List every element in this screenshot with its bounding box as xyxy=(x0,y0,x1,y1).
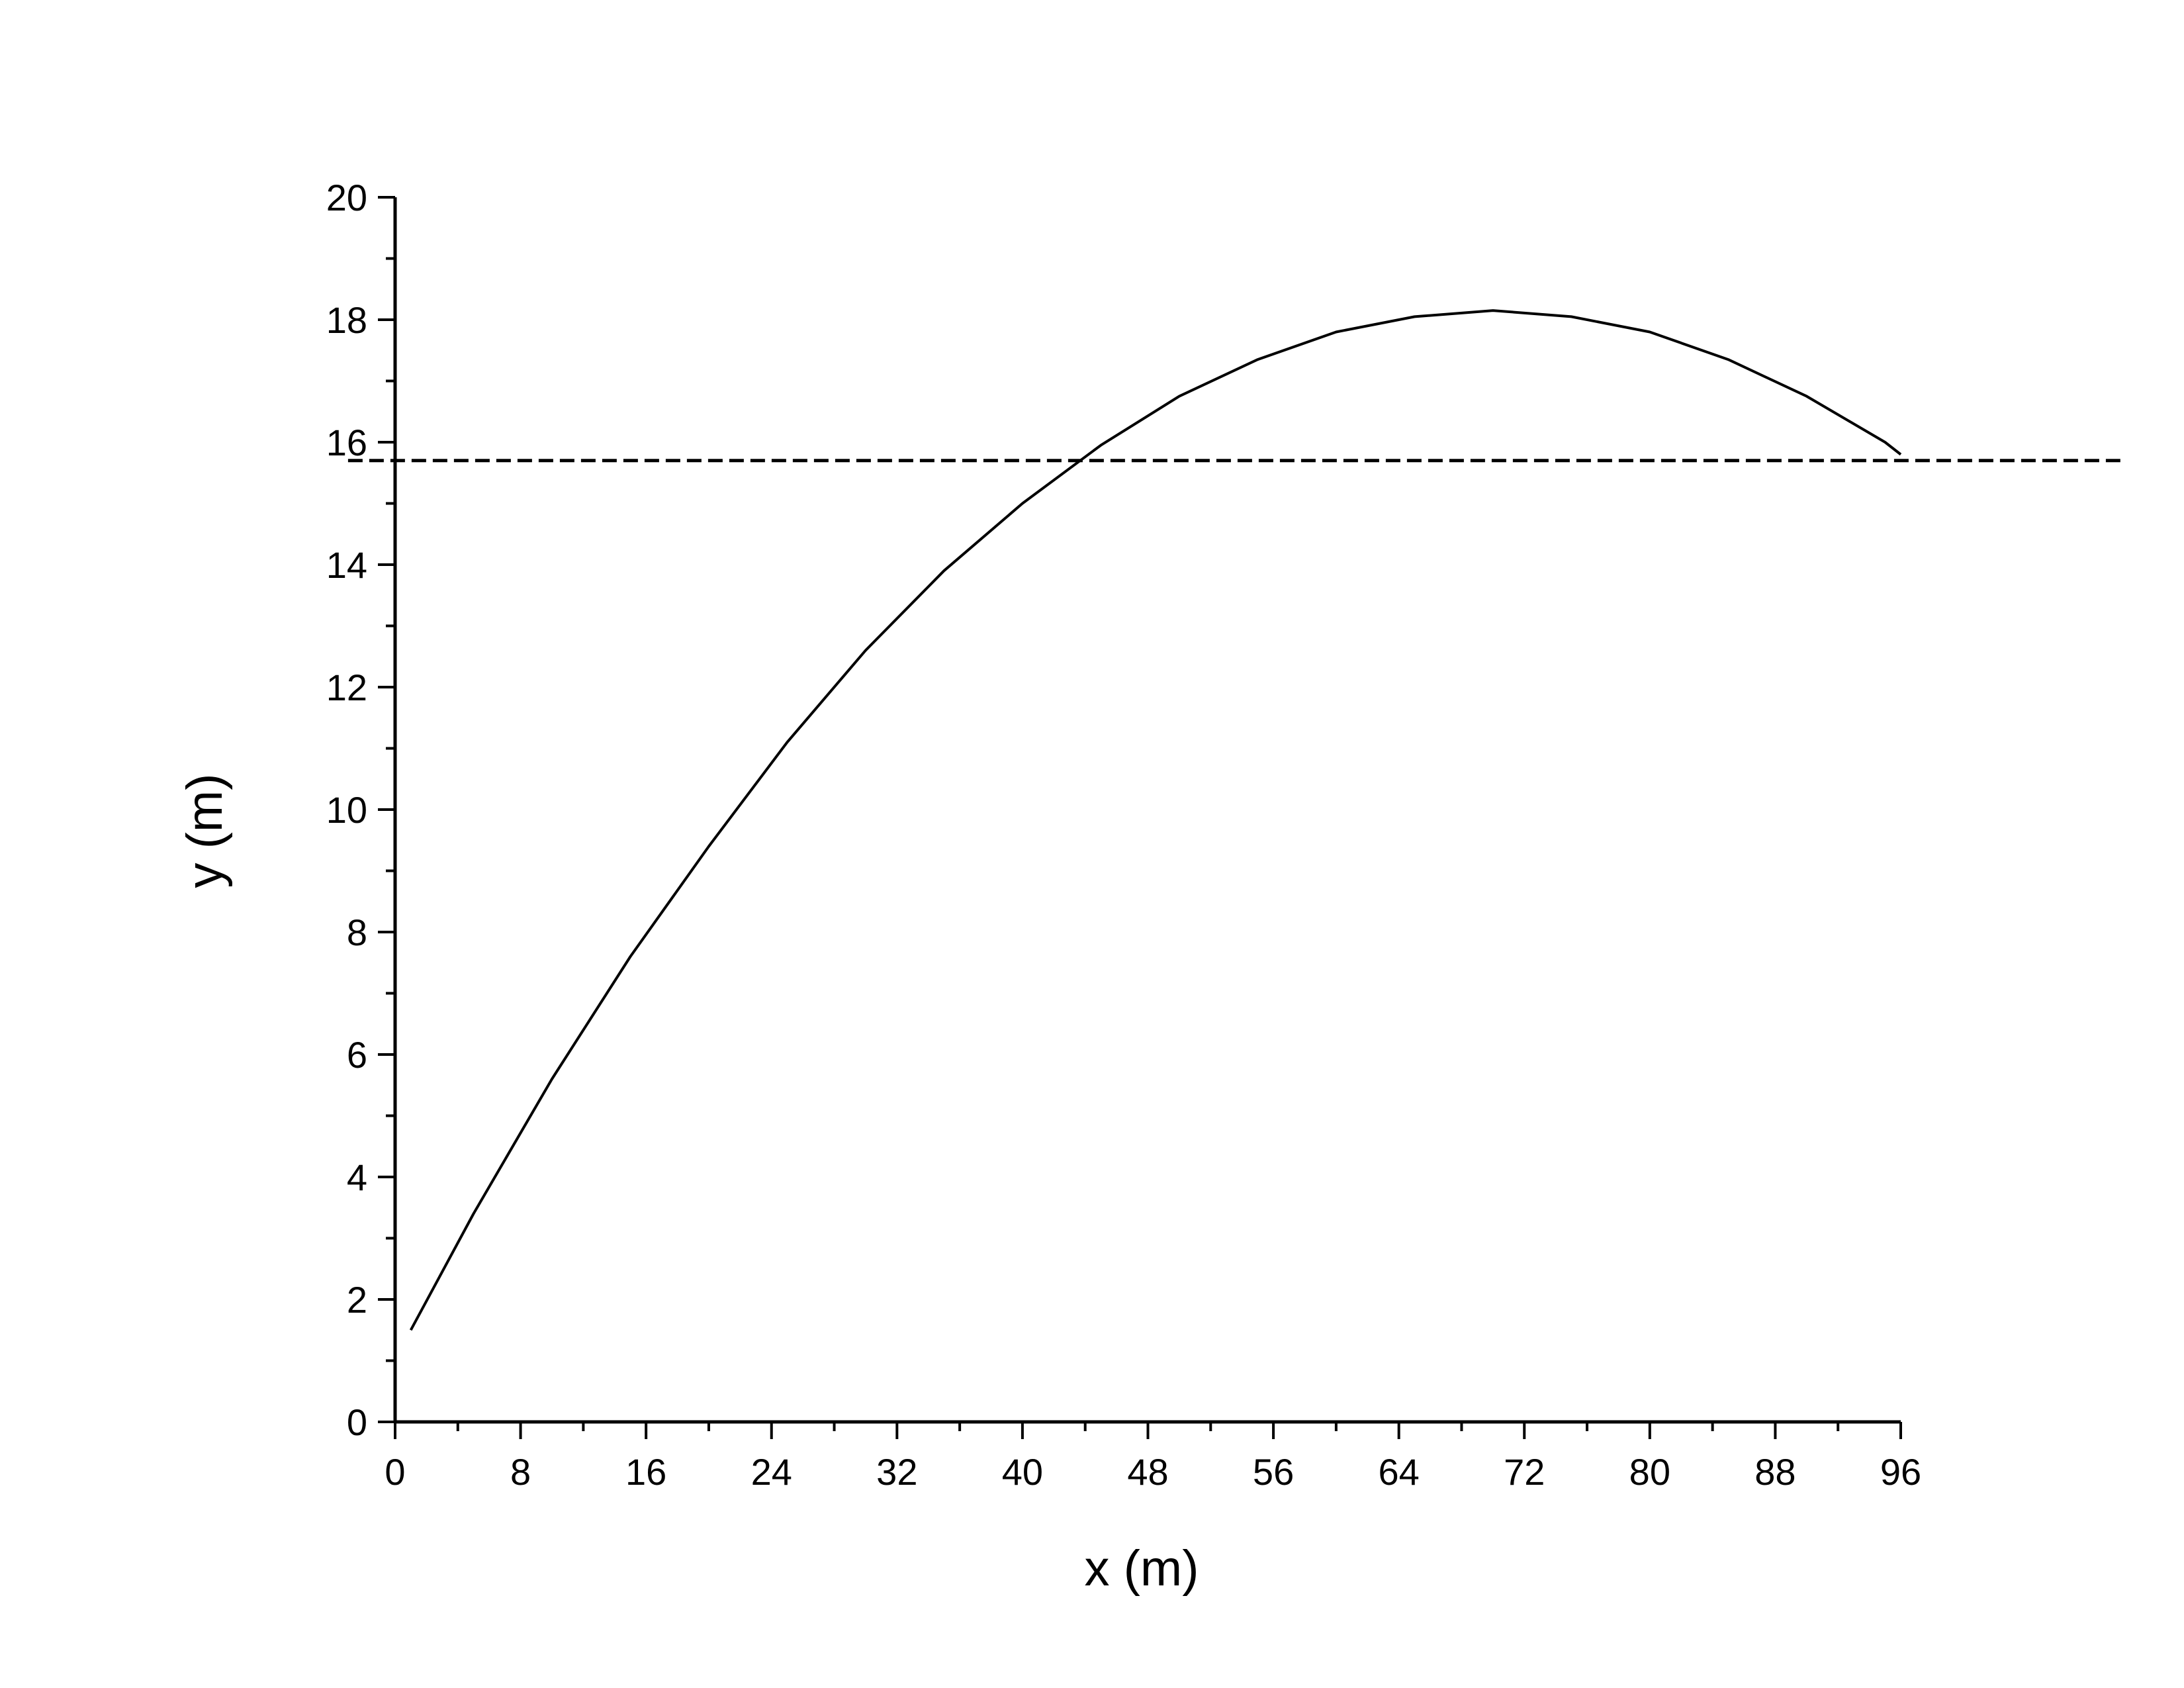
x-tick-label: 0 xyxy=(385,1451,405,1493)
x-tick-label: 88 xyxy=(1754,1451,1796,1493)
x-axis-title: x (m) xyxy=(1084,1540,1199,1597)
x-tick-label: 64 xyxy=(1379,1451,1420,1493)
y-tick-label: 2 xyxy=(347,1279,367,1321)
y-tick-label: 0 xyxy=(347,1401,367,1443)
y-tick-label: 8 xyxy=(347,912,367,953)
x-tick-label: 72 xyxy=(1504,1451,1545,1493)
axes: 0 8 16 24 32 40 48 56 64 72 80 88 960246810121416182… xyxy=(326,177,1921,1493)
x-tick-label: 48 xyxy=(1127,1451,1168,1493)
x-tick-label: 8 xyxy=(510,1451,531,1493)
x-tick-label: 40 xyxy=(1002,1451,1043,1493)
y-tick-label: 12 xyxy=(326,667,367,708)
y-axis-title: y (m) xyxy=(177,773,233,888)
x-tick-label: 16 xyxy=(625,1451,666,1493)
x-tick-label: 96 xyxy=(1880,1451,1921,1493)
y-tick-label: 14 xyxy=(326,544,367,586)
y-tick-label: 18 xyxy=(326,299,367,341)
y-tick-label: 4 xyxy=(347,1156,367,1198)
y-tick-label: 16 xyxy=(326,422,367,463)
x-tick-label: 24 xyxy=(751,1451,792,1493)
y-tick-label: 20 xyxy=(326,177,367,218)
y-tick-label: 6 xyxy=(347,1034,367,1076)
y-tick-label: 10 xyxy=(326,789,367,831)
trajectory-line xyxy=(409,309,1902,1331)
x-tick-label: 56 xyxy=(1253,1451,1294,1493)
x-tick-label: 80 xyxy=(1629,1451,1670,1493)
plot-area xyxy=(347,309,2120,1331)
x-tick-label: 32 xyxy=(876,1451,917,1493)
